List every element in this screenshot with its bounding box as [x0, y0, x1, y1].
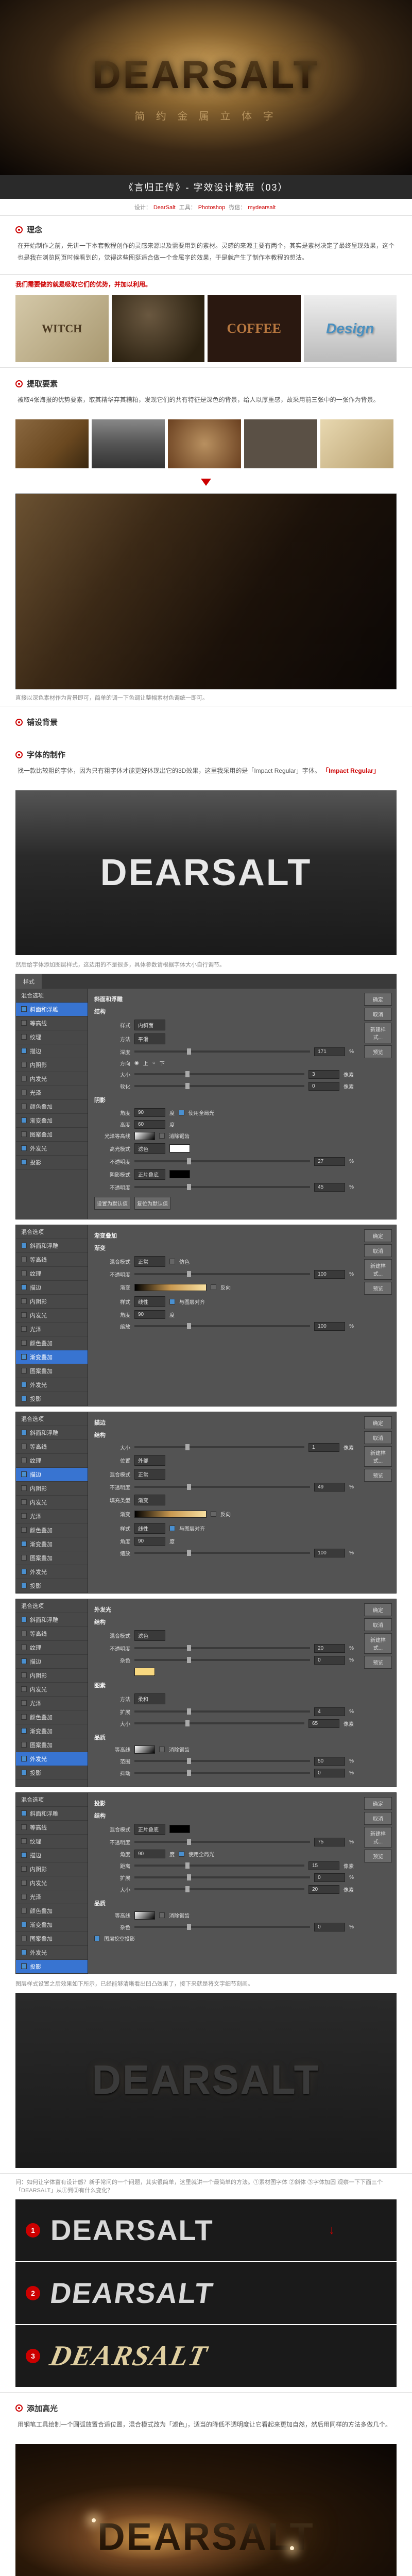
dropdown[interactable]: 内斜面 — [134, 1020, 165, 1030]
texture-thumb — [244, 419, 317, 468]
style-item[interactable]: 光泽 — [16, 1086, 88, 1100]
texture-thumb — [168, 419, 241, 468]
hero-title: DEARSALT — [93, 53, 319, 97]
section-highlight: 添加高光 用钢笔工具绘制一个圆弧放置合适位置，混合模式改为「滤色」，适当的降低不… — [0, 2395, 412, 2439]
texture-thumb — [15, 419, 89, 468]
color-swatch[interactable] — [169, 1144, 190, 1153]
gallery-item: COFFEE — [208, 295, 301, 362]
preview-button[interactable]: 预览 — [364, 1045, 392, 1058]
checkbox-icon[interactable] — [21, 1048, 27, 1054]
checkbox-icon[interactable] — [21, 1117, 27, 1123]
text-preview: DEARSALT — [15, 790, 397, 955]
style-item[interactable]: 外发光 — [16, 1142, 88, 1156]
style-item[interactable]: 颜色叠加 — [16, 1100, 88, 1114]
checkbox-icon[interactable] — [159, 1133, 165, 1139]
style-item[interactable]: 描边 — [16, 1044, 88, 1058]
bullet-icon — [15, 751, 23, 758]
slider[interactable] — [134, 1186, 310, 1188]
section-text: 字体的制作 找一款比较粗的字体，因为只有粗字体才能更好体现出它的3D效果，这里我… — [0, 741, 412, 785]
slider[interactable] — [134, 1085, 304, 1087]
gradient-picker[interactable] — [134, 1284, 207, 1291]
inspiration-gallery: WITCH COFFEE Design — [15, 295, 397, 362]
background-preview — [15, 494, 397, 689]
layer-style-panel-glow: 混合选项 斜面和浮雕 等高线 纹理 描边 内阴影 内发光 光泽 颜色叠加 渐变叠… — [15, 1599, 397, 1787]
gallery-item: WITCH — [15, 295, 109, 362]
checkbox-icon[interactable] — [21, 1062, 27, 1067]
gallery-item — [112, 295, 205, 362]
meta-info: 设计：DearSalt 工具：Photoshop 微信：mydearsalt — [0, 199, 412, 216]
reset-button[interactable]: 复位为默认值 — [134, 1197, 170, 1210]
texture-thumb — [320, 419, 393, 468]
panel-tab[interactable]: 样式 — [16, 974, 42, 989]
contour-picker[interactable] — [134, 1132, 155, 1140]
checkbox-icon[interactable] — [21, 1145, 27, 1151]
section-concept: 理念 在开始制作之前，先讲一下本套教程创作的灵感来源以及需要用到的素材。灵感的来… — [0, 216, 412, 272]
texture-gallery — [15, 419, 397, 468]
style-item[interactable]: 内发光 — [16, 1072, 88, 1086]
cancel-button[interactable]: 取消 — [364, 1008, 392, 1021]
step-badge: 1 — [26, 2223, 40, 2238]
layer-style-panel-stroke: 混合选项 斜面和浮雕 等高线 纹理 描边 内阴影 内发光 光泽 颜色叠加 渐变叠… — [15, 1412, 397, 1594]
hero-subtitle: 简 约 金 属 立 体 字 — [134, 108, 277, 123]
section-extract: 提取要素 被取4张海报的优势要素，取其精华弃其糟粕，发现它们的共有特征是深色的背… — [0, 370, 412, 414]
caption: 直接以深色素材作为背景即可，简单的调一下色调让整幅素材色调统一即可。 — [15, 693, 397, 702]
section-background: 铺设背景 — [0, 708, 412, 741]
highlight-result: DEARSALT — [15, 2444, 397, 2576]
flare-icon — [92, 2518, 96, 2522]
step-badge: 3 — [26, 2349, 40, 2363]
slider[interactable] — [134, 1160, 310, 1162]
layer-style-panel-bevel: 样式 混合选项 斜面和浮雕 等高线 纹理 描边 内阴影 内发光 光泽 颜色叠加 … — [15, 974, 397, 1219]
bullet-icon — [15, 226, 23, 233]
checkbox-icon[interactable] — [21, 1034, 27, 1040]
checkbox-icon[interactable] — [21, 1159, 27, 1165]
checkbox-icon[interactable] — [21, 1131, 27, 1137]
checkbox-icon[interactable] — [21, 1006, 27, 1012]
layer-style-panel-shadow: 混合选项 斜面和浮雕 等高线 纹理 描边 内阴影 内发光 光泽 颜色叠加 渐变叠… — [15, 1792, 397, 1974]
color-swatch[interactable] — [169, 1170, 190, 1178]
style-item[interactable]: 斜面和浮雕 — [16, 1003, 88, 1016]
bullet-icon — [15, 2404, 23, 2412]
bullet-icon — [15, 719, 23, 726]
style-item[interactable]: 渐变叠加 — [16, 1114, 88, 1128]
layer-style-panel-gradient: 混合选项 斜面和浮雕 等高线 纹理 描边 内阴影 内发光 光泽 颜色叠加 渐变叠… — [15, 1225, 397, 1406]
tutorial-title: 《言归正传》- 字效设计教程（03） — [0, 175, 412, 199]
checkbox-icon[interactable] — [21, 1104, 27, 1109]
dropdown[interactable]: 平滑 — [134, 1033, 165, 1044]
style-item[interactable]: 图案叠加 — [16, 1128, 88, 1142]
arrow-down-icon — [201, 479, 211, 486]
color-swatch[interactable] — [134, 1668, 155, 1676]
style-item[interactable]: 混合选项 — [16, 989, 88, 1003]
bullet-icon — [15, 380, 23, 387]
style-item[interactable]: 内阴影 — [16, 1058, 88, 1072]
default-button[interactable]: 设置为默认值 — [94, 1197, 130, 1210]
preview-text: DEARSALT — [100, 852, 312, 894]
checkbox-icon[interactable] — [21, 1076, 27, 1081]
hero-banner: DEARSALT 简 约 金 属 立 体 字 — [0, 0, 412, 175]
slider[interactable] — [134, 1073, 304, 1075]
new-style-button[interactable]: 新建样式... — [364, 1023, 392, 1043]
emboss-result: DEARSALT — [15, 1993, 397, 2168]
checkbox-icon[interactable] — [21, 1020, 27, 1026]
style-item[interactable]: 纹理 — [16, 1030, 88, 1044]
checkbox-icon[interactable] — [179, 1110, 184, 1115]
arrow-down-icon: ↓ — [329, 2223, 335, 2238]
flare-icon — [290, 2546, 294, 2550]
slider[interactable] — [134, 1050, 310, 1053]
texture-thumb — [92, 419, 165, 468]
ok-button[interactable]: 确定 — [364, 993, 392, 1006]
step-badge: 2 — [26, 2286, 40, 2300]
style-item[interactable]: 投影 — [16, 1156, 88, 1170]
style-item[interactable]: 等高线 — [16, 1016, 88, 1030]
gallery-item: Design — [304, 295, 397, 362]
style-list: 混合选项 斜面和浮雕 等高线 纹理 描边 内阴影 内发光 光泽 颜色叠加 渐变叠… — [16, 989, 88, 1219]
compare-block: 1 DEARSALT ↓ 2 DEARSALT 3 DEARSALT — [15, 2199, 397, 2387]
checkbox-icon[interactable] — [21, 1090, 27, 1095]
